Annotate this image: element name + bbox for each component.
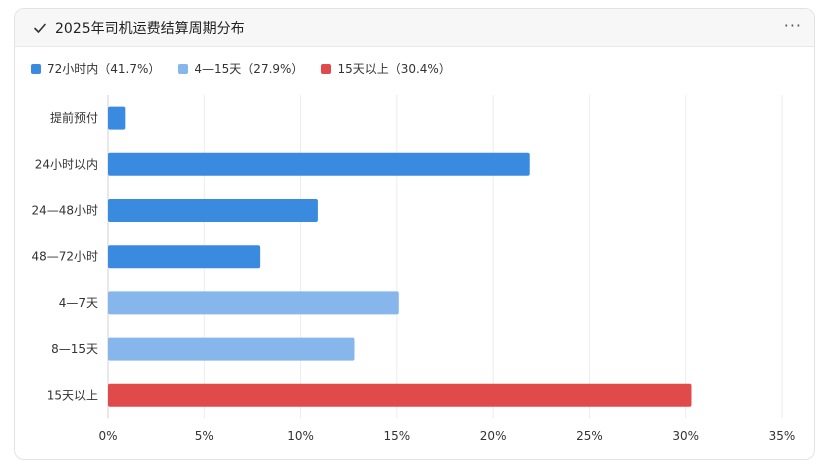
- check-icon[interactable]: [33, 21, 47, 35]
- y-category-label: 24—48小时: [31, 204, 98, 218]
- legend-label: 15天以上（30.4%）: [337, 62, 451, 76]
- chart-card: 2025年司机运费结算周期分布 ··· 72小时内（41.7%） 4—15天（2…: [14, 8, 815, 460]
- bar[interactable]: [108, 245, 261, 269]
- card-title: 2025年司机运费结算周期分布: [55, 21, 245, 37]
- x-tick-label: 25%: [576, 429, 603, 443]
- x-tick-label: 15%: [384, 429, 411, 443]
- y-category-label: 8—15天: [51, 342, 98, 356]
- bar[interactable]: [108, 337, 355, 361]
- y-category-label: 提前预付: [50, 110, 98, 125]
- y-category-label: 4—7天: [59, 296, 98, 310]
- legend-swatch: [178, 63, 189, 74]
- legend-label: 72小时内（41.7%）: [47, 62, 161, 76]
- legend-item-4-15d[interactable]: 4—15天（27.9%）: [178, 60, 303, 77]
- x-tick-label: 5%: [195, 429, 214, 443]
- legend: 72小时内（41.7%） 4—15天（27.9%） 15天以上（30.4%）: [31, 60, 451, 77]
- y-category-label: 15天以上: [47, 388, 98, 402]
- x-tick-label: 35%: [769, 429, 796, 443]
- card-header: 2025年司机运费结算周期分布 ···: [15, 9, 814, 47]
- bar[interactable]: [108, 152, 530, 176]
- legend-swatch: [31, 63, 41, 74]
- x-tick-label: 10%: [287, 429, 314, 443]
- x-tick-label: 30%: [672, 429, 699, 443]
- legend-item-15d-plus[interactable]: 15天以上（30.4%）: [321, 60, 451, 77]
- y-category-label: 48—72小时: [31, 250, 98, 264]
- bar[interactable]: [108, 383, 692, 407]
- x-tick-label: 0%: [98, 429, 117, 443]
- y-category-label: 24小时以内: [35, 157, 98, 171]
- legend-label: 4—15天（27.9%）: [194, 62, 304, 76]
- bar-chart: 0% 5% 10% 15% 20% 25% 30% 35% 提前预付 24小时以内 24—48小时 4…: [31, 95, 796, 443]
- bar[interactable]: [108, 106, 126, 130]
- legend-swatch: [321, 63, 332, 74]
- legend-item-72h[interactable]: 72小时内（41.7%）: [31, 60, 160, 77]
- bar[interactable]: [108, 199, 318, 222]
- ellipsis-icon[interactable]: ···: [783, 16, 802, 35]
- x-tick-label: 20%: [480, 429, 507, 443]
- bar[interactable]: [108, 291, 399, 315]
